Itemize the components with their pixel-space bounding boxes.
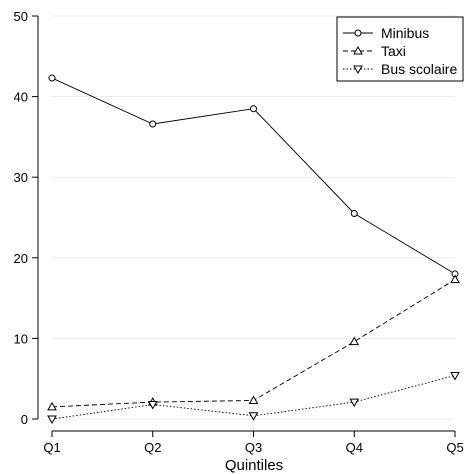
point-taxi-q1 bbox=[47, 401, 57, 411]
axes: 0 10 20 30 40 50 Q1 Q2 Q3 Q4 Q5 bbox=[14, 9, 464, 455]
legend-marker-bus-scolaire bbox=[353, 65, 363, 75]
x-tick-label-Q3: Q3 bbox=[245, 440, 262, 455]
y-tick-label-10: 10 bbox=[14, 331, 28, 346]
legend-label-bus-scolaire: Bus scolaire bbox=[381, 61, 457, 77]
y-tick-label-20: 20 bbox=[14, 251, 28, 266]
y-tick-label-0: 0 bbox=[21, 412, 28, 427]
series-bus-scolaire bbox=[47, 371, 460, 425]
point-bus-scolaire-q1 bbox=[47, 415, 57, 425]
legend-marker-taxi bbox=[353, 45, 363, 55]
legend: Minibus Taxi Bus scolaire bbox=[336, 16, 464, 82]
series-line-taxi bbox=[51, 279, 456, 408]
x-tick-label-Q2: Q2 bbox=[144, 440, 161, 455]
point-taxi-q5 bbox=[450, 274, 460, 284]
point-minibus-q4 bbox=[350, 209, 358, 217]
point-taxi-q3 bbox=[248, 395, 259, 404]
y-tick-label-40: 40 bbox=[14, 90, 28, 105]
series-group bbox=[47, 74, 460, 425]
point-taxi-q4 bbox=[349, 336, 360, 346]
legend-label-minibus: Minibus bbox=[381, 25, 429, 41]
y-tick-label-50: 50 bbox=[14, 9, 28, 24]
legend-marker-minibus bbox=[354, 29, 362, 37]
point-bus-scolaire-q5 bbox=[450, 371, 460, 381]
point-minibus-q3 bbox=[250, 105, 257, 113]
point-bus-scolaire-q2 bbox=[147, 400, 158, 410]
series-taxi bbox=[47, 274, 460, 411]
point-minibus-q2 bbox=[149, 120, 157, 128]
point-minibus-q1 bbox=[48, 74, 56, 82]
grid-lines bbox=[52, 15, 455, 420]
x-axis-label: Quintiles bbox=[225, 457, 283, 474]
point-bus-scolaire-q3 bbox=[248, 412, 259, 421]
x-tick-label-Q4: Q4 bbox=[346, 440, 363, 455]
legend-label-taxi: Taxi bbox=[381, 43, 406, 59]
x-tick-label-Q1: Q1 bbox=[43, 440, 60, 455]
x-tick-label-Q5: Q5 bbox=[446, 440, 463, 455]
point-bus-scolaire-q4 bbox=[349, 398, 360, 408]
y-tick-label-30: 30 bbox=[14, 170, 28, 185]
series-minibus bbox=[48, 74, 459, 278]
